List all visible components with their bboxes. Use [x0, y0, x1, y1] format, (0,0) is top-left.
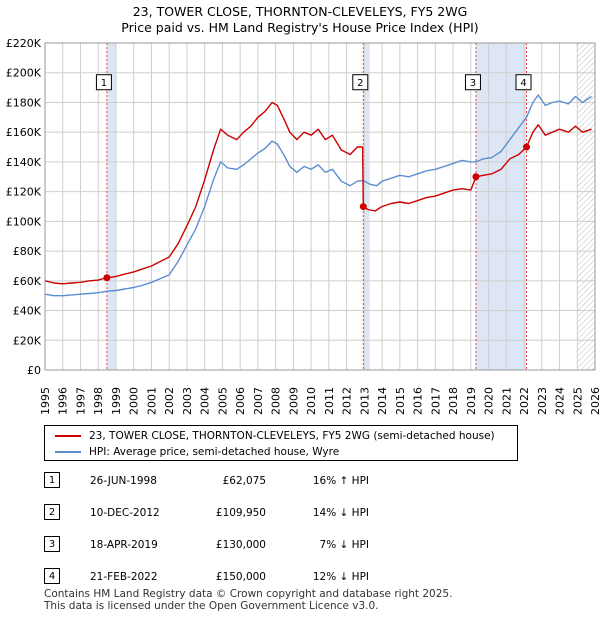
footer: Contains HM Land Registry data © Crown c… — [44, 588, 452, 612]
legend-item-price: 23, TOWER CLOSE, THORNTON-CLEVELEYS, FY5… — [55, 428, 495, 444]
x-tick-label: 2006 — [234, 387, 247, 415]
sale-price: £62,075 — [222, 475, 266, 487]
x-tick-label: 2000 — [128, 387, 141, 415]
legend-swatch-price — [55, 435, 81, 437]
sale-number-badge: 4 — [44, 568, 60, 584]
x-tick-label: 2019 — [465, 387, 478, 415]
footer-copyright: Contains HM Land Registry data © Crown c… — [44, 588, 453, 600]
sale-price: £109,950 — [215, 507, 266, 519]
series-hpi-line — [44, 94, 592, 297]
x-tick-label: 2021 — [500, 387, 513, 415]
y-tick-label: £100K — [6, 215, 42, 228]
sale-point — [359, 203, 367, 211]
sale-marker-box — [515, 74, 532, 91]
x-tick-label: 2020 — [483, 387, 496, 415]
x-tick-label: 2008 — [270, 387, 283, 415]
chart-title: 23, TOWER CLOSE, THORNTON-CLEVELEYS, FY5… — [0, 4, 600, 36]
x-tick-label: 2007 — [252, 387, 265, 415]
x-tick-label: 1995 — [39, 387, 52, 415]
y-tick-label: £40K — [13, 305, 42, 318]
sale-hpi-diff: 14% ↓ HPI — [312, 507, 369, 519]
sale-row: 1 26-JUN-1998 £62,075 16% ↑ HPI — [44, 472, 444, 490]
x-tick-label: 2026 — [589, 387, 600, 415]
footer-license: This data is licensed under the Open Gov… — [44, 600, 379, 612]
sale-date: 10-DEC-2012 — [90, 507, 160, 519]
x-tick-label: 2022 — [518, 387, 531, 415]
sale-marker-label: 4 — [520, 78, 526, 89]
x-tick-label: 2001 — [145, 387, 158, 415]
sale-hpi-diff: 12% ↓ HPI — [312, 571, 369, 583]
x-tick-label: 2018 — [447, 387, 460, 415]
sale-date: 26-JUN-1998 — [90, 475, 157, 487]
x-tick-label: 2009 — [287, 387, 300, 415]
sale-row: 3 18-APR-2019 £130,000 7% ↓ HPI — [44, 536, 444, 554]
sale-date: 21-FEB-2022 — [90, 571, 158, 583]
series-price-line — [44, 101, 592, 285]
sale-marker-label: 2 — [357, 78, 363, 89]
x-tick-label: 2005 — [216, 387, 229, 415]
legend-label-hpi: HPI: Average price, semi-detached house,… — [89, 446, 340, 458]
shaded-band — [475, 43, 527, 370]
x-tick-label: 2012 — [341, 387, 354, 415]
plot-frame — [44, 42, 596, 371]
chart-title-line1: 23, TOWER CLOSE, THORNTON-CLEVELEYS, FY5… — [132, 4, 468, 19]
x-tick-label: 2014 — [376, 387, 389, 415]
forecast-hatch — [577, 43, 595, 370]
sale-number-badge: 1 — [44, 472, 60, 488]
chart-title-line2: Price paid vs. HM Land Registry's House … — [121, 20, 479, 35]
y-tick-label: £80K — [13, 245, 42, 258]
x-tick-label: 2016 — [412, 387, 425, 415]
sale-price: £130,000 — [215, 539, 266, 551]
y-tick-label: £220K — [6, 37, 42, 50]
y-tick-label: £180K — [6, 96, 42, 109]
legend-item-hpi: HPI: Average price, semi-detached house,… — [55, 444, 339, 460]
x-tick-label: 1997 — [74, 387, 87, 415]
y-tick-label: £140K — [6, 156, 42, 169]
sale-marker-label: 3 — [470, 78, 476, 89]
sale-marker-box — [352, 74, 369, 91]
sale-price: £150,000 — [215, 571, 266, 583]
sale-number-badge: 2 — [44, 504, 60, 520]
y-tick-label: £120K — [6, 186, 42, 199]
x-tick-label: 1996 — [57, 387, 70, 415]
legend: 23, TOWER CLOSE, THORNTON-CLEVELEYS, FY5… — [44, 425, 518, 461]
sale-point — [523, 143, 531, 151]
sale-hpi-diff: 7% ↓ HPI — [319, 539, 369, 551]
price-chart: 1 2 3 4 £0 £20K £40K £60K £80K £100K £120K £140K £1… — [6, 37, 600, 415]
sale-point — [103, 274, 111, 282]
x-tick-label: 2017 — [429, 387, 442, 415]
x-tick-label: 2002 — [163, 387, 176, 415]
x-tick-label: 1998 — [92, 387, 105, 415]
sale-marker-label: 1 — [101, 78, 107, 89]
y-tick-label: £160K — [6, 126, 42, 139]
y-tick-label: £20K — [13, 334, 42, 347]
sale-hpi-diff: 16% ↑ HPI — [312, 475, 369, 487]
sale-row: 2 10-DEC-2012 £109,950 14% ↓ HPI — [44, 504, 444, 522]
y-tick-label: £0 — [27, 364, 41, 377]
sale-marker-box — [464, 74, 481, 91]
x-tick-label: 2010 — [305, 387, 318, 415]
shaded-band — [106, 43, 116, 370]
y-tick-label: £60K — [13, 275, 42, 288]
y-tick-label: £200K — [6, 67, 42, 80]
x-tick-label: 2015 — [394, 387, 407, 415]
x-tick-label: 2023 — [536, 387, 549, 415]
legend-swatch-hpi — [55, 451, 81, 453]
x-tick-label: 2013 — [358, 387, 371, 415]
sale-row: 4 21-FEB-2022 £150,000 12% ↓ HPI — [44, 568, 444, 586]
x-tick-label: 2011 — [323, 387, 336, 415]
x-tick-label: 2024 — [554, 387, 567, 415]
sale-point — [472, 173, 480, 181]
x-tick-label: 2004 — [199, 387, 212, 415]
sale-number-badge: 3 — [44, 536, 60, 552]
sale-date: 18-APR-2019 — [90, 539, 158, 551]
x-tick-label: 2025 — [571, 387, 584, 415]
x-tick-label: 1999 — [110, 387, 123, 415]
sale-marker-box — [95, 74, 112, 91]
legend-label-price: 23, TOWER CLOSE, THORNTON-CLEVELEYS, FY5… — [89, 430, 495, 442]
x-tick-label: 2003 — [181, 387, 194, 415]
